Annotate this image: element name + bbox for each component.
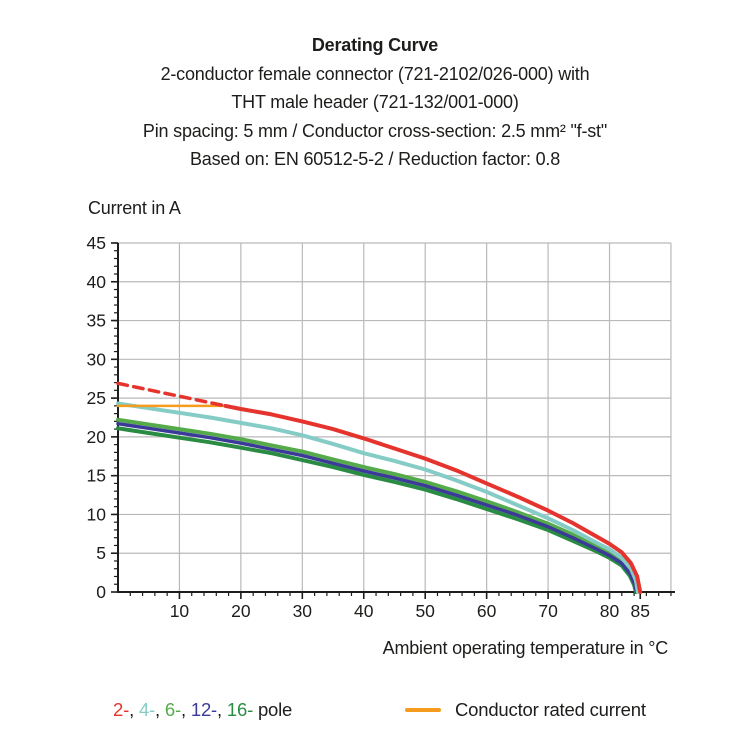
svg-text:40: 40: [354, 601, 374, 621]
conductor-rated-current-line-icon: [405, 708, 441, 712]
pole-legend-separator: ,: [180, 699, 191, 720]
svg-text:85: 85: [631, 601, 650, 621]
svg-text:20: 20: [231, 601, 251, 621]
gridlines: [118, 242, 672, 592]
conductor-rated-current-legend: Conductor rated current: [405, 699, 646, 721]
svg-text:35: 35: [87, 311, 106, 331]
pole-legend-item-4: 4-: [138, 699, 156, 720]
svg-text:10: 10: [87, 504, 107, 524]
chart-subtitle-basis: Based on: EN 60512-5-2 / Reduction facto…: [189, 149, 561, 169]
pole-legend-separator: ,: [155, 699, 165, 720]
curve-2-pole-pre-section-dashed-: [116, 381, 228, 408]
svg-text:60: 60: [477, 601, 497, 621]
curves: [116, 381, 643, 594]
svg-text:20: 20: [87, 427, 107, 447]
svg-text:0: 0: [96, 582, 106, 602]
svg-text:40: 40: [87, 272, 107, 292]
axes: [117, 242, 675, 593]
x-axis-title: Ambient operating temperature in °C: [382, 638, 669, 658]
curve-4-pole: [116, 401, 640, 594]
pole-legend: 2-, 4-, 6-, 12-, 16- pole: [113, 699, 292, 721]
curve-6-pole: [116, 417, 640, 594]
svg-text:25: 25: [87, 388, 106, 408]
pole-legend-item-16: 16-: [226, 699, 254, 720]
tick-labels: 10 20 30 40 50 60 70 80 85 0 5 10 15 20 25 30 35 40 45: [87, 233, 650, 621]
pole-legend-item-6: 6-: [164, 699, 181, 720]
svg-text:45: 45: [87, 233, 106, 253]
chart-subtitle-spacing: Pin spacing: 5 mm / Conductor cross-sect…: [142, 120, 608, 141]
svg-text:30: 30: [87, 349, 107, 369]
chart-title-block: Derating Curve 2-conductor female connec…: [0, 31, 750, 174]
legend-row: 2-, 4-, 6-, 12-, 16- pole Conductor rate…: [0, 699, 750, 729]
pole-legend-separator: ,: [129, 699, 139, 720]
chart-subtitle-header: THT male header (721-132/001-000): [231, 92, 519, 112]
svg-text:50: 50: [415, 601, 435, 621]
curve-16-pole: [116, 426, 638, 594]
svg-text:70: 70: [538, 601, 558, 621]
y-axis-title: Current in A: [88, 198, 181, 218]
pole-legend-separator: ,: [217, 699, 227, 720]
conductor-rated-current-label: Conductor rated current: [455, 699, 646, 720]
pole-legend-suffix: pole: [253, 699, 293, 720]
curve-12-pole: [116, 421, 639, 594]
curve-2-pole: [223, 403, 643, 594]
chart-subtitle-connector: 2-conductor female connector (721-2102/0…: [160, 63, 590, 84]
chart-title: Derating Curve: [311, 35, 439, 55]
svg-text:15: 15: [87, 466, 106, 486]
svg-text:5: 5: [96, 543, 106, 563]
pole-legend-item-2: 2-: [113, 699, 130, 720]
pole-legend-item-12: 12-: [190, 699, 217, 720]
svg-text:80: 80: [600, 601, 620, 621]
svg-text:10: 10: [170, 601, 190, 621]
svg-text:30: 30: [293, 601, 313, 621]
